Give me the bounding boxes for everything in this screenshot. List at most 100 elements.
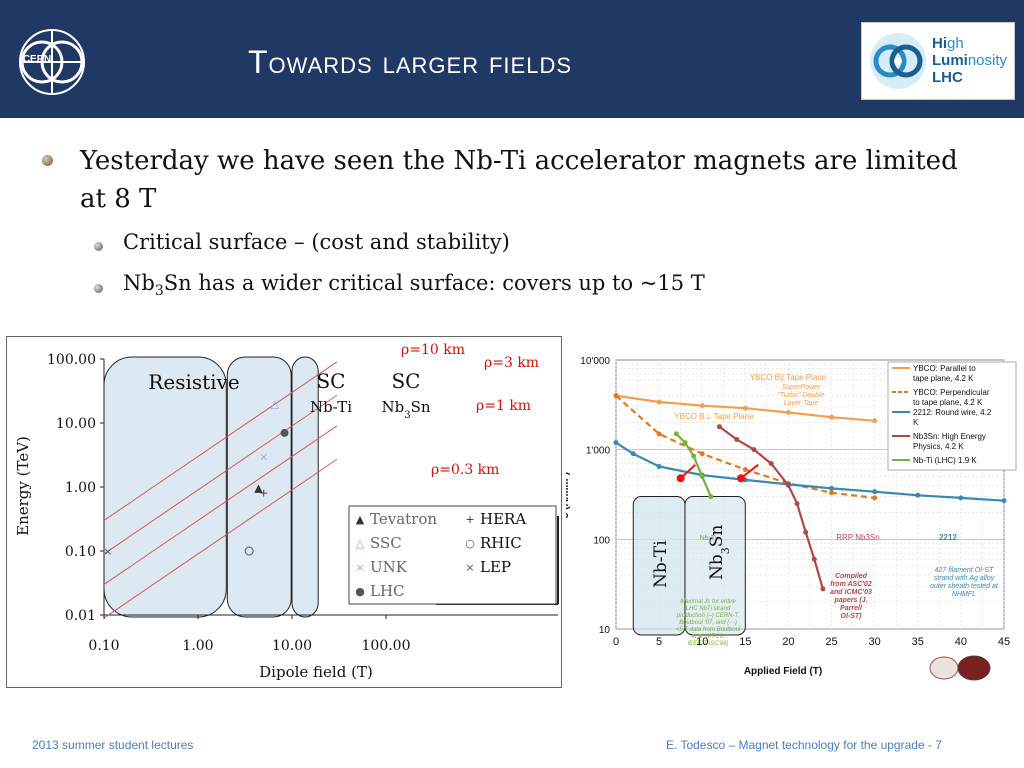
series-point-2 — [699, 451, 705, 457]
region-sublabel-nbti: Nb-Ti — [310, 398, 352, 416]
series-point-5 — [682, 440, 688, 446]
legend-label-2: YBCO: Perpendicular to tape plane, 4.2 K — [913, 388, 990, 407]
legend-label-5: Nb-Ti (LHC) 1.9 K — [913, 456, 977, 465]
legend-label-unk: UNK — [370, 558, 408, 576]
series-point-4 — [734, 436, 740, 442]
bullet-sub-critical-surface: Critical surface – (cost and stability) — [123, 230, 510, 254]
x-tick-label: 10.00 — [272, 638, 312, 654]
series-point-2 — [656, 431, 662, 437]
y-tick-label: 10.00 — [56, 416, 96, 432]
region-label-nbti: Nb-Ti — [651, 540, 671, 588]
series-point-5 — [699, 474, 705, 480]
series-point-5 — [708, 494, 714, 500]
y-axis-label: Energy (TeV) — [14, 436, 32, 536]
legend-marker: △ — [356, 537, 365, 550]
energy-vs-dipole-field-chart: ρ=10 km ρ=3 km ρ=1 km ρ=0.3 km Resistive SC Nb… — [6, 336, 562, 688]
series-point-3 — [1001, 498, 1007, 504]
series-point-3 — [630, 451, 636, 457]
x-tick-label: 45 — [998, 636, 1010, 648]
x-tick-label: 0 — [613, 636, 619, 648]
region-sublabel-nb3sn: Nb3Sn — [381, 398, 430, 421]
annotation-5: 2212 — [939, 533, 957, 542]
legend-marker: ▲ — [356, 513, 365, 526]
y-tick-label: 0.01 — [65, 608, 96, 624]
series-point-1 — [785, 409, 791, 415]
sub-bullet-icon — [94, 242, 103, 251]
y-tick-label: 1'000 — [586, 446, 611, 457]
point-unk: × — [259, 450, 268, 463]
radius-label-2: ρ=3 km — [484, 355, 539, 371]
point-lep: × — [103, 545, 112, 558]
region-label-nb3sn: Nb3Sn — [707, 525, 732, 580]
radius-label-1: ρ=10 km — [401, 342, 465, 358]
series-point-2 — [872, 495, 878, 501]
series-point-1 — [699, 403, 705, 409]
legend-label-4: Nb3Sn: High Energy Physics, 4.2 K — [913, 432, 986, 451]
series-point-4 — [768, 461, 774, 467]
sub-bullet-icon — [94, 284, 103, 293]
hl-word-high: High — [932, 35, 964, 52]
series-point-2 — [613, 393, 619, 399]
legend-label-lhc: LHC — [370, 582, 405, 600]
legend-marker: × — [355, 561, 364, 574]
annotation-6: Compiled from ASC'02 and ICMC'03 papers (J.… — [830, 573, 872, 620]
y-axis-label: J (A/mm²) — [566, 472, 571, 518]
x-tick-label: 20 — [782, 636, 794, 648]
region-box-nb3sn — [684, 496, 746, 636]
x-tick-label: 10 — [696, 636, 708, 648]
hl-logo-text: High Luminosity LHC — [932, 35, 1007, 86]
point-rhic — [244, 546, 254, 556]
legend-label-ssc: SSC — [370, 534, 402, 552]
series-point-4 — [751, 447, 757, 453]
x-tick-label: 30 — [869, 636, 881, 648]
radius-line-4 — [103, 458, 338, 619]
x-tick-label: 100.00 — [362, 638, 411, 654]
y-tick-label: 0.10 — [65, 544, 96, 560]
series-point-1 — [829, 414, 835, 420]
series-point-3 — [656, 463, 662, 469]
legend-label-rhic: RHIC — [480, 534, 522, 552]
series-point-4 — [803, 529, 809, 535]
region-label-resistive: Resistive — [148, 370, 239, 394]
x-tick-label: 0.10 — [88, 638, 119, 654]
radius-line-3 — [103, 425, 338, 585]
point-lhc — [280, 428, 289, 437]
annotation-3: YBCO B⊥ Tape Plane — [674, 412, 754, 421]
y-tick-label: 10 — [599, 625, 611, 636]
legend-box — [348, 505, 557, 605]
legend-marker: + — [465, 513, 474, 526]
series-point-4 — [716, 424, 722, 430]
annotation-4: RRP Nb3Sn — [836, 533, 879, 542]
annotation-2: SuperPower "Turbo" Double Layer Tape — [778, 384, 825, 407]
series-point-3 — [872, 489, 878, 495]
legend-label-3: 2212: Round wire, 4.2 K — [913, 408, 992, 427]
legend-marker: ● — [355, 585, 365, 598]
series-point-2 — [742, 467, 748, 473]
bullet-icon — [42, 155, 53, 166]
conference-logo-2-icon — [957, 655, 991, 681]
legend-label-hera: HERA — [480, 510, 526, 528]
series-point-3 — [958, 495, 964, 501]
series-point-1 — [742, 405, 748, 411]
x-axis-label: Applied Field (T) — [744, 666, 822, 677]
radius-label-3: ρ=1 km — [476, 398, 531, 414]
footer-course: 2013 summer student lectures — [32, 738, 194, 752]
y-tick-label: 10'000 — [580, 356, 610, 367]
region-box-1 — [103, 356, 227, 618]
y-tick-label: 100 — [593, 535, 610, 546]
series-point-5 — [691, 453, 697, 459]
series-point-4 — [794, 501, 800, 507]
series-point-3 — [915, 492, 921, 498]
legend-label-lep: LEP — [480, 558, 511, 576]
hl-word-luminosity: Luminosity — [932, 52, 1008, 69]
y-tick-label: 100.00 — [47, 352, 96, 368]
series-point-1 — [656, 399, 662, 405]
x-tick-label: 35 — [912, 636, 924, 648]
annotation-8: Nb-Ti — [700, 535, 717, 542]
x-tick-label: 40 — [955, 636, 967, 648]
series-point-2 — [829, 490, 835, 496]
annotation-1: YBCO B|| Tape Plane — [750, 373, 827, 382]
x-tick-label: 15 — [739, 636, 751, 648]
hl-word-lhc: LHC — [932, 69, 963, 86]
